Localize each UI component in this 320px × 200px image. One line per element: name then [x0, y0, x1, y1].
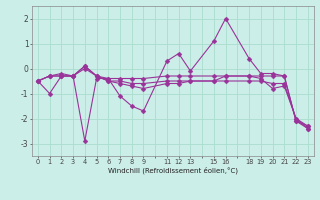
- X-axis label: Windchill (Refroidissement éolien,°C): Windchill (Refroidissement éolien,°C): [108, 167, 238, 174]
